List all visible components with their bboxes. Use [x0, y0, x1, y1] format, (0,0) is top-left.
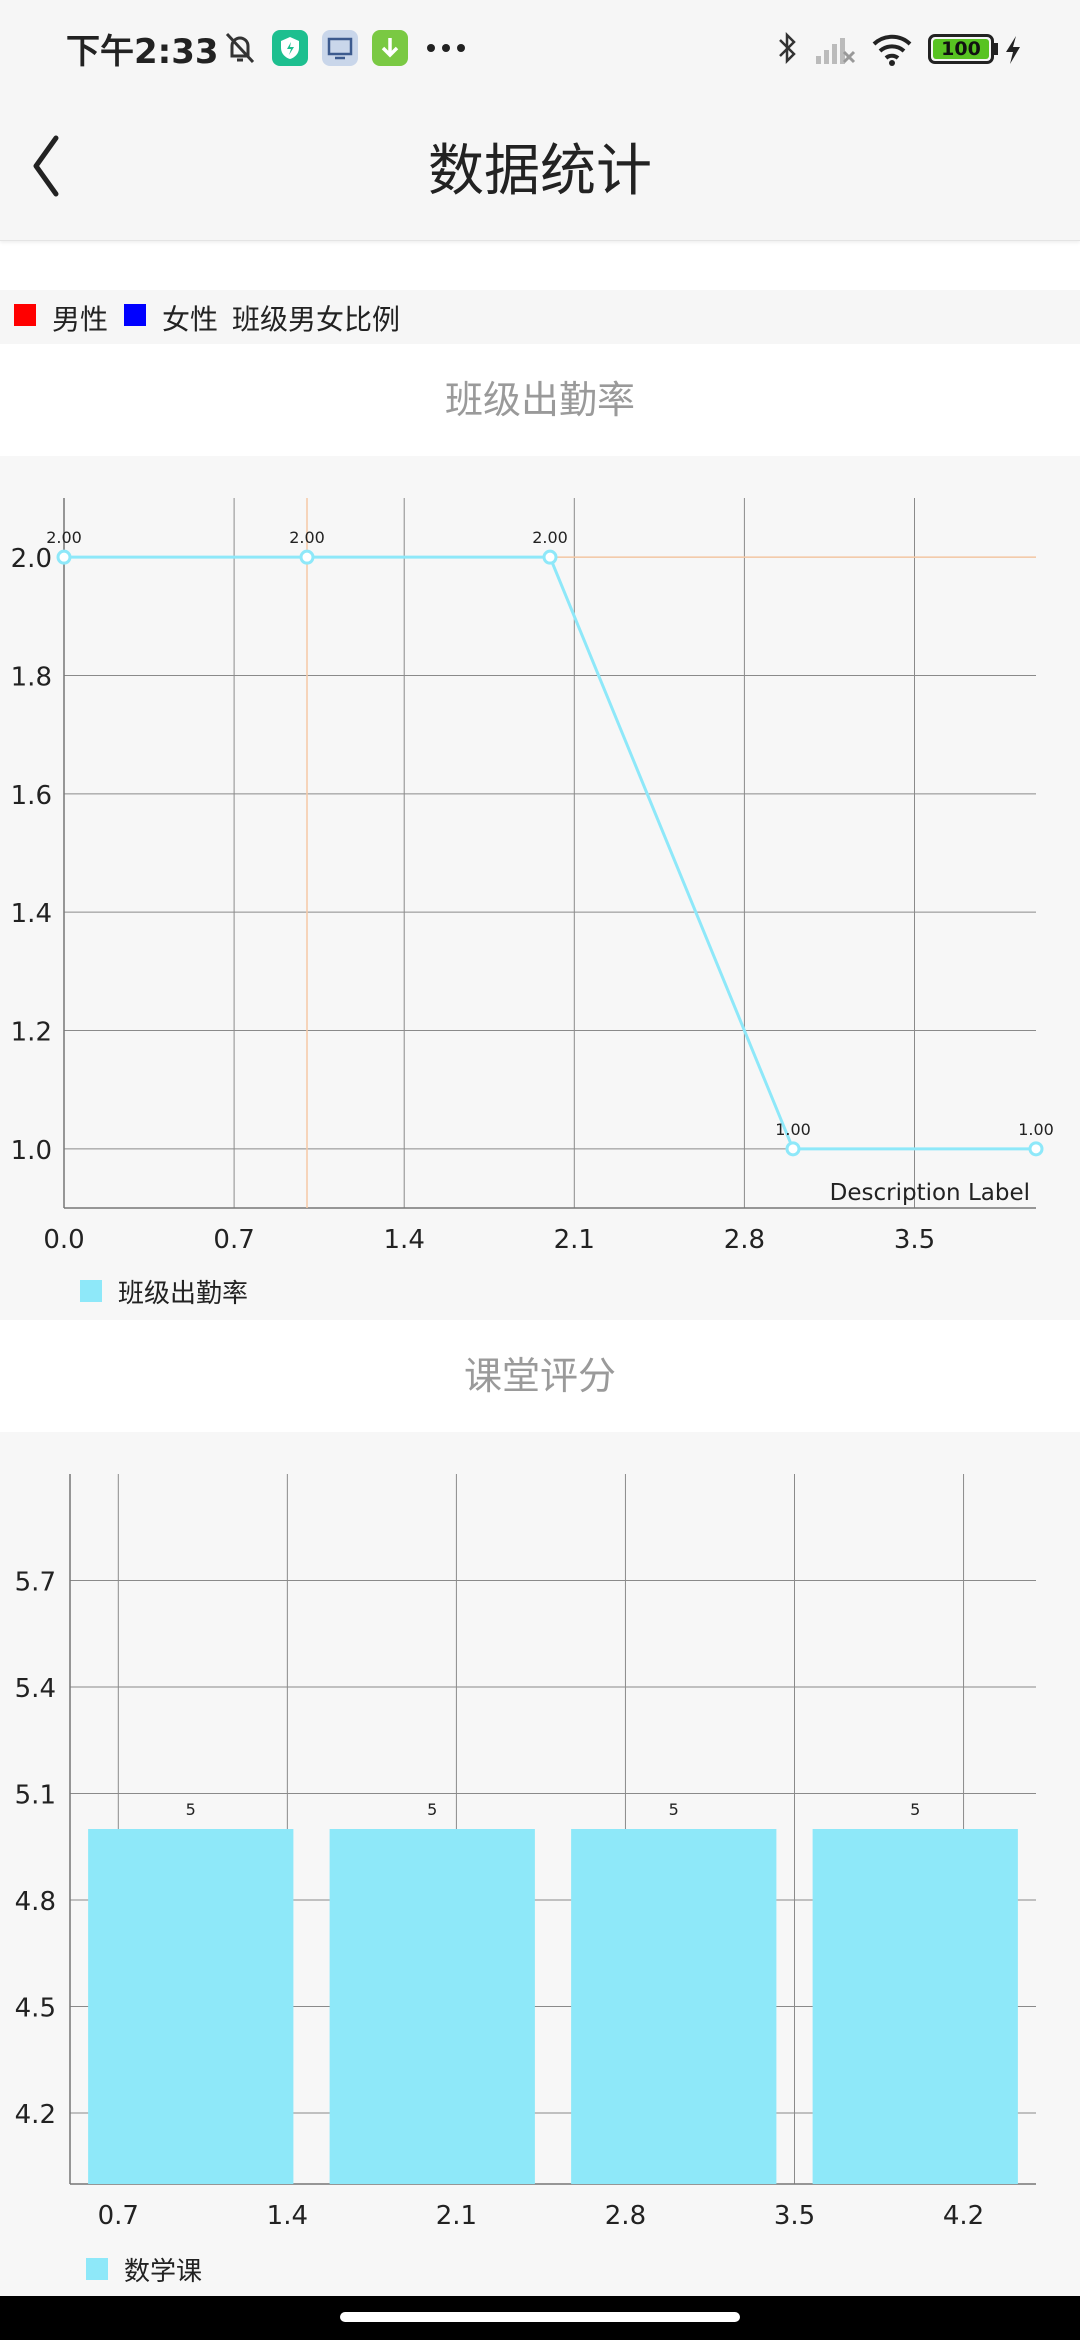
x-tick-label: 3.5 [894, 1225, 935, 1255]
signal-off-icon [816, 38, 856, 64]
class-rating-legend-label: 数学课 [124, 2257, 203, 2287]
battery-level: 100 [933, 39, 989, 59]
back-arrow-icon[interactable] [22, 126, 92, 206]
attendance-series-line [64, 555, 1036, 1151]
x-tick-label: 1.4 [384, 1225, 425, 1255]
y-tick-label: 1.0 [11, 1136, 52, 1166]
gender-ratio-legend: 男性 女性 班级男女比例 [0, 290, 1080, 344]
chart-description-label: Description Label [830, 1180, 1030, 1206]
rating-bar [329, 1829, 535, 2184]
attendance-chart-title: 班级出勤率 [0, 344, 1080, 456]
attendance-legend-swatch [80, 1280, 102, 1302]
bluetooth-icon [779, 31, 796, 65]
legend-swatch-male [14, 304, 36, 326]
legend-label-female: 女性 [162, 303, 219, 336]
data-point [56, 549, 72, 565]
x-tick-label: 2.8 [724, 1225, 765, 1255]
x-tick-label: 0.0 [43, 1225, 84, 1255]
battery-icon: 100 [928, 34, 994, 64]
y-tick-label: 1.6 [11, 781, 52, 811]
shield-app-icon [272, 30, 308, 66]
charging-bolt-icon [1006, 36, 1020, 64]
more-dots-icon [427, 44, 465, 52]
data-point [785, 1141, 801, 1157]
attendance-legend-label: 班级出勤率 [118, 1279, 249, 1309]
rating-bar [88, 1829, 294, 2184]
rating-bar [812, 1829, 1018, 2184]
y-tick-label: 1.4 [11, 899, 52, 929]
class-rating-legend-swatch [86, 2258, 108, 2280]
x-tick-label: 2.1 [436, 2201, 477, 2231]
bar-value-label: 5 [910, 1800, 920, 1819]
app-header: 数据统计 [0, 96, 1080, 241]
bar-value-label: 5 [186, 1800, 196, 1819]
class-rating-chart[interactable]: 0.7 1.4 2.1 2.8 3.5 4.2 4.2 4.5 4.8 5.1 5.4 5.7 5 5 5 5… [0, 1432, 1080, 2296]
attendance-chart[interactable]: 0.0 0.7 1.4 2.1 2.8 3.5 1.0 1.2 1.4 1.6 1.8 2.0 2.00… [0, 456, 1080, 1320]
x-tick-label: 2.8 [605, 2201, 646, 2231]
y-tick-label: 5.4 [15, 1674, 56, 1704]
x-tick-label: 4.2 [943, 2201, 984, 2231]
status-time: 下午2:33 [66, 32, 219, 72]
download-icon [372, 30, 408, 66]
data-point [299, 549, 315, 565]
x-tick-label: 1.4 [267, 2201, 308, 2231]
data-value-label: 2.00 [46, 528, 82, 547]
y-tick-label: 1.8 [11, 663, 52, 693]
data-value-label: 1.00 [1018, 1120, 1054, 1139]
bar-value-label: 5 [427, 1800, 437, 1819]
mute-bell-icon [225, 32, 255, 64]
screen-cast-icon [322, 30, 358, 66]
y-tick-label: 4.2 [15, 2100, 56, 2130]
class-rating-chart-title: 课堂评分 [0, 1320, 1080, 1432]
bar-value-label: 5 [669, 1800, 679, 1819]
y-tick-label: 5.1 [15, 1781, 56, 1811]
home-gesture-handle[interactable] [340, 2312, 740, 2322]
x-tick-label: 2.1 [554, 1225, 595, 1255]
page-title: 数据统计 [428, 139, 652, 204]
gender-ratio-caption: 班级男女比例 [232, 303, 401, 336]
data-point [1028, 1141, 1044, 1157]
y-tick-label: 4.8 [15, 1887, 56, 1917]
y-tick-label: 5.7 [15, 1568, 56, 1598]
y-tick-label: 4.5 [15, 1994, 56, 2024]
data-value-label: 2.00 [532, 528, 568, 547]
rating-bar [571, 1829, 777, 2184]
battery-tip [994, 43, 998, 55]
legend-label-male: 男性 [52, 303, 109, 336]
x-tick-label: 0.7 [213, 1225, 254, 1255]
attendance-line-chart: 0.0 0.7 1.4 2.1 2.8 3.51.01.21.41.61.82.02.00… [11, 498, 1054, 1255]
y-tick-label: 2.0 [11, 544, 52, 574]
status-bar: 下午2:33 100 [0, 0, 1080, 96]
class-rating-bar-chart: 0.7 1.4 2.1 2.8 3.5 4.2 4.2 4.5 4.8 5.1 5.4 5.7 5 5 5 5 [15, 1474, 1036, 2231]
data-point [542, 549, 558, 565]
legend-swatch-female [124, 304, 146, 326]
system-navigation-bar [0, 2296, 1080, 2340]
x-tick-label: 0.7 [98, 2201, 139, 2231]
wifi-icon [872, 34, 912, 66]
y-tick-label: 1.2 [11, 1018, 52, 1048]
data-value-label: 1.00 [775, 1120, 811, 1139]
x-tick-label: 3.5 [774, 2201, 815, 2231]
data-value-label: 2.00 [289, 528, 325, 547]
